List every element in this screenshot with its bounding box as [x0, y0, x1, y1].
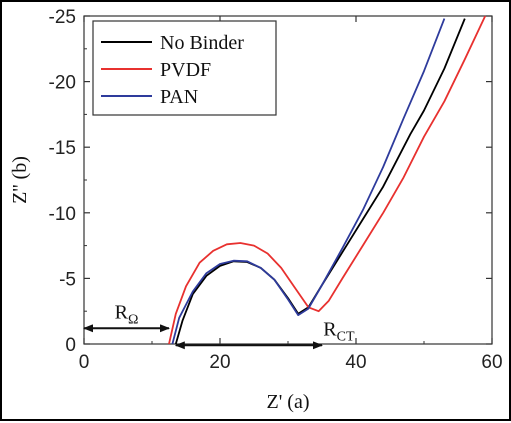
series-line-pvdf: [168, 16, 487, 344]
y-tick-label: -25: [49, 7, 76, 28]
y-tick-label: -20: [49, 73, 76, 94]
x-tick-label: 0: [79, 352, 90, 373]
y-axis-title: Z'' (b): [9, 156, 31, 204]
legend-label: PAN: [160, 86, 198, 108]
legend-label: PVDF: [160, 59, 211, 81]
legend-label: No Binder: [160, 32, 244, 54]
series-line-pan: [171, 18, 446, 344]
x-tick-label: 20: [209, 352, 230, 373]
x-tick-label: 60: [481, 352, 502, 373]
y-tick-label: -10: [49, 204, 76, 225]
x-axis-title: Z' (a): [266, 391, 309, 413]
y-tick-label: -5: [59, 269, 76, 290]
legend: No Binder PVDF PAN: [92, 20, 277, 116]
annotation-label: RCT: [323, 318, 355, 344]
x-tick-label: 40: [345, 352, 366, 373]
y-tick-label: 0: [65, 335, 76, 356]
annotation-label: RΩ: [115, 301, 139, 327]
y-tick-label: -15: [49, 138, 76, 159]
